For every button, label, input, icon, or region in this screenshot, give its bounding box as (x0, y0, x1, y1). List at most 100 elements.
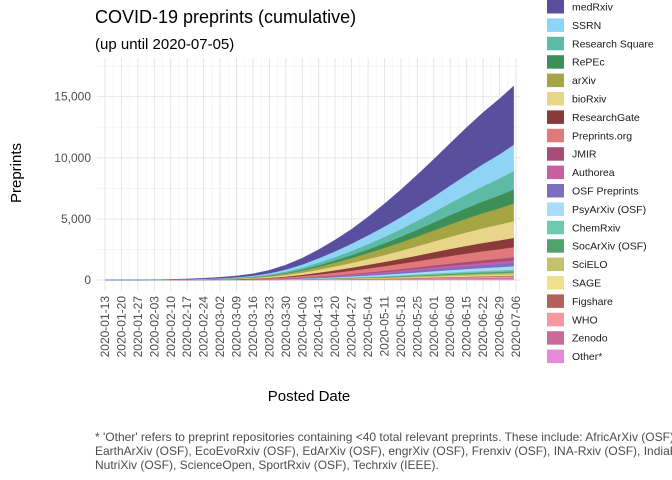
legend-label: ChemRxiv (572, 222, 621, 234)
y-tick-label: 10,000 (54, 151, 91, 165)
legend-item: Figshare (547, 294, 613, 308)
footnote-line: EarthArXiv (OSF), EcoEvoRxiv (OSF), EdAr… (95, 444, 672, 458)
legend-label: SocArXiv (OSF) (572, 241, 647, 253)
legend-label: Research Square (572, 38, 654, 50)
legend-swatch (547, 202, 564, 216)
legend-swatch (547, 276, 564, 290)
legend-item: Zenodo (547, 331, 608, 345)
x-tick-label: 2020-05-04 (361, 296, 375, 358)
legend: medRxiv SSRN Research Square RePEc arXiv bioR… (547, 0, 654, 364)
y-tick-label: 15,000 (54, 90, 91, 104)
legend-swatch (547, 184, 564, 198)
x-tick-label: 2020-06-08 (443, 296, 457, 358)
legend-swatch (547, 165, 564, 180)
legend-item: ResearchGate (547, 110, 640, 124)
legend-swatch (547, 349, 564, 364)
x-tick-label: 2020-04-20 (328, 296, 342, 358)
chart-subtitle: (up until 2020-07-05) (95, 36, 234, 53)
legend-label: Zenodo (572, 333, 608, 345)
legend-item: arXiv (547, 73, 597, 88)
x-axis-ticks: 2020-01-13 2020-01-20 2020-01-27 2020-02-03… (98, 296, 523, 358)
x-tick-label: 2020-07-06 (509, 296, 523, 358)
legend-swatch (547, 257, 564, 272)
legend-label: bioRxiv (572, 94, 607, 106)
legend-swatch (547, 147, 564, 161)
legend-label: PsyArXiv (OSF) (572, 204, 646, 216)
legend-label: Preprints.org (572, 130, 632, 142)
x-tick-label: 2020-06-29 (493, 296, 507, 358)
legend-label: RePEc (572, 57, 605, 69)
legend-swatch (547, 220, 564, 235)
x-tick-label: 2020-01-27 (131, 296, 145, 358)
chart-title: COVID-19 preprints (cumulative) (95, 7, 356, 27)
x-tick-label: 2020-03-16 (246, 296, 260, 358)
x-tick-label: 2020-04-27 (345, 296, 359, 358)
legend-label: SSRN (572, 20, 601, 32)
y-axis-ticks: 0 5,000 10,000 15,000 (54, 90, 91, 287)
legend-swatch (547, 92, 564, 106)
area-medrxiv (105, 85, 514, 281)
x-tick-label: 2020-01-13 (98, 296, 112, 358)
legend-label: Authorea (572, 167, 615, 179)
y-tick-label: 0 (84, 273, 91, 287)
x-tick-label: 2020-04-13 (312, 296, 326, 358)
legend-item: ChemRxiv (547, 220, 621, 235)
legend-item: JMIR (547, 147, 597, 161)
x-tick-label: 2020-05-25 (410, 296, 424, 358)
legend-label: SciELO (572, 259, 608, 271)
x-axis-title: Posted Date (268, 388, 351, 405)
legend-label: arXiv (572, 75, 597, 87)
legend-item: WHO (547, 312, 598, 327)
legend-item: SocArXiv (OSF) (547, 239, 647, 253)
x-tick-label: 2020-05-11 (377, 296, 391, 357)
legend-item: SSRN (547, 18, 601, 32)
legend-label: ResearchGate (572, 112, 640, 124)
legend-swatch (547, 331, 564, 345)
footnote-line: * 'Other' refers to preprint repositorie… (95, 430, 672, 444)
x-tick-label: 2020-03-30 (279, 296, 293, 358)
legend-label: Figshare (572, 296, 613, 308)
x-tick-label: 2020-02-24 (197, 296, 211, 358)
legend-swatch (547, 110, 564, 124)
legend-label: SAGE (572, 278, 601, 290)
legend-item: OSF Preprints (547, 184, 639, 198)
x-tick-label: 2020-02-10 (164, 296, 178, 358)
legend-swatch (547, 55, 564, 69)
x-tick-label: 2020-02-17 (180, 296, 194, 358)
x-tick-label: 2020-06-15 (460, 296, 474, 358)
y-tick-label: 5,000 (61, 212, 91, 226)
legend-label: medRxiv (572, 2, 614, 14)
legend-item: PsyArXiv (OSF) (547, 202, 646, 216)
x-tick-label: 2020-04-06 (295, 296, 309, 358)
y-axis-title: Preprints (8, 143, 25, 203)
legend-swatch (547, 18, 564, 32)
legend-swatch (547, 294, 564, 308)
legend-label: Other* (572, 351, 602, 363)
footnote-line: NutriXiv (OSF), ScienceOpen, SportRxiv (… (95, 458, 439, 472)
legend-item: bioRxiv (547, 92, 607, 106)
x-tick-label: 2020-06-22 (476, 296, 490, 358)
legend-item: SAGE (547, 276, 601, 290)
plot-areas (105, 85, 514, 281)
legend-item: Authorea (547, 165, 615, 180)
legend-label: WHO (572, 314, 598, 326)
legend-swatch (547, 0, 564, 14)
x-tick-label: 2020-02-03 (147, 296, 161, 358)
x-tick-label: 2020-03-09 (230, 296, 244, 358)
legend-swatch (547, 73, 564, 88)
x-tick-label: 2020-06-01 (427, 296, 441, 358)
legend-label: JMIR (572, 149, 597, 161)
footnote: * 'Other' refers to preprint repositorie… (95, 430, 672, 472)
legend-item: RePEc (547, 55, 605, 69)
legend-item: Preprints.org (547, 128, 632, 143)
legend-swatch (547, 128, 564, 143)
legend-item: Research Square (547, 36, 654, 51)
x-tick-label: 2020-03-23 (262, 296, 276, 358)
x-tick-label: 2020-05-18 (394, 296, 408, 358)
legend-item: medRxiv (547, 0, 614, 14)
legend-swatch (547, 36, 564, 51)
legend-item: Other* (547, 349, 602, 364)
legend-label: OSF Preprints (572, 186, 639, 198)
legend-item: SciELO (547, 257, 608, 272)
